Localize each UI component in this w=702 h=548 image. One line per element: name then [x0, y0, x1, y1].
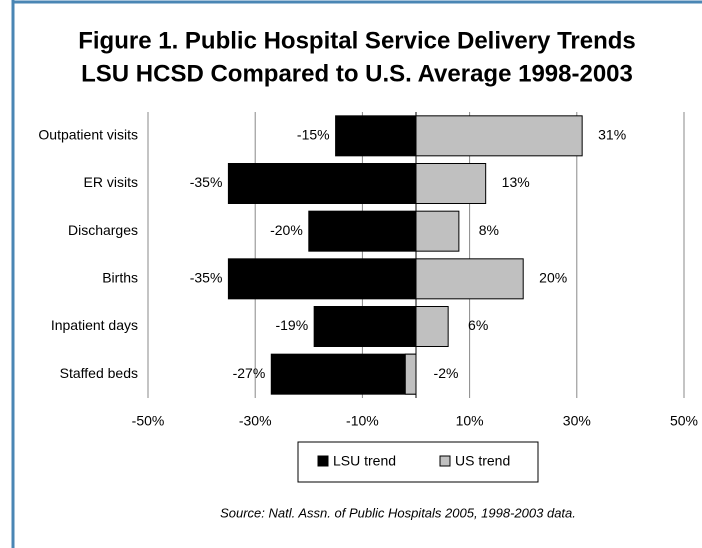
bar — [415, 210, 460, 252]
x-tick-label: -10% — [346, 413, 379, 429]
data-label: 13% — [502, 174, 530, 190]
chart-title: LSU HCSD Compared to U.S. Average 1998-2… — [81, 60, 633, 87]
bar — [308, 210, 417, 252]
bar — [227, 258, 417, 300]
x-tick-label: 50% — [670, 413, 698, 429]
data-label: -35% — [190, 270, 223, 286]
y-tick-label: ER visits — [84, 174, 138, 190]
legend-box — [297, 441, 539, 483]
y-tick-label: Inpatient days — [51, 317, 138, 333]
data-label: 20% — [539, 270, 567, 286]
data-label: 31% — [598, 127, 626, 143]
y-tick-label: Outpatient visits — [38, 127, 138, 143]
bar — [227, 163, 417, 204]
data-label: -2% — [434, 365, 459, 381]
data-label: 6% — [468, 317, 488, 333]
legend-swatch — [439, 455, 451, 467]
data-label: -35% — [190, 174, 223, 190]
x-tick-label: 30% — [563, 413, 591, 429]
source-note: Source: Natl. Assn. of Public Hospitals … — [220, 505, 576, 520]
data-label: -20% — [270, 222, 303, 238]
x-tick-label: 10% — [456, 413, 484, 429]
legend-label: LSU trend — [333, 453, 396, 469]
y-tick-label: Discharges — [68, 222, 138, 238]
x-tick-label: -30% — [239, 413, 272, 429]
bar — [404, 353, 417, 395]
bar — [415, 306, 449, 347]
legend-swatch — [317, 455, 329, 467]
data-label: -19% — [275, 317, 308, 333]
bar — [415, 258, 524, 300]
y-tick-label: Staffed beds — [60, 365, 138, 381]
data-label: 8% — [479, 222, 499, 238]
legend-label: US trend — [455, 453, 510, 469]
bar — [415, 115, 583, 157]
chart-title: Figure 1. Public Hospital Service Delive… — [78, 27, 636, 54]
x-tick-label: -50% — [132, 413, 165, 429]
data-label: -27% — [233, 365, 266, 381]
bar — [313, 306, 417, 347]
bar — [270, 353, 417, 395]
bar — [415, 163, 487, 204]
bar — [335, 115, 417, 157]
y-tick-label: Births — [102, 270, 138, 286]
data-label: -15% — [297, 127, 330, 143]
